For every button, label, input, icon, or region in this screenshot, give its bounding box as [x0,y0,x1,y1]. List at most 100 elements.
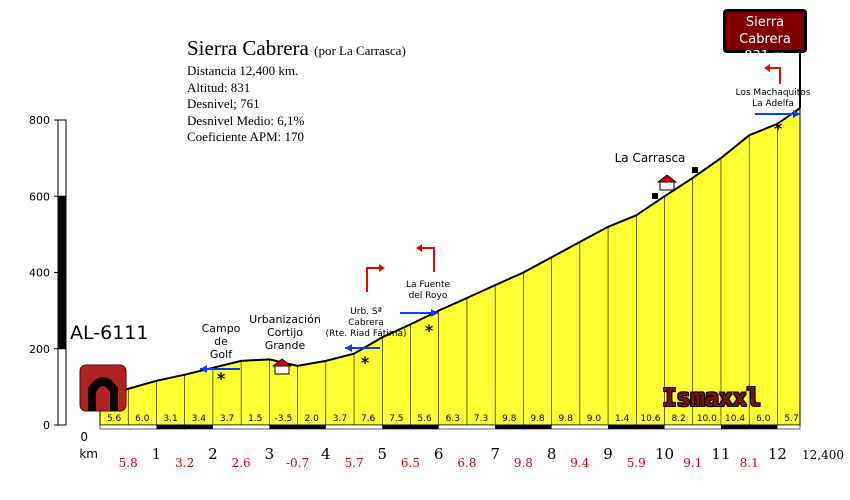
star-machaquitos: * [774,119,783,138]
annotation-fuente-del-royo: La Fuente del Royo [406,280,451,301]
segment-grade-label: 9.8 [559,414,574,424]
annotation-la-carrasca: La Carrasca [615,151,686,165]
km-tick-label: 6 [434,445,444,463]
km-grade-label: 9.4 [570,456,589,470]
segment-grade-label: 10.0 [697,414,717,424]
base-bar [99,424,801,430]
house-icon-cortijo-roof [271,358,293,367]
annotation-campo-de-golf: Campo de Golf [202,322,241,361]
segment-grade-label: 3.1 [163,414,177,424]
km-tick-label: 7 [490,445,500,463]
km-grade-label: 2.6 [232,456,251,470]
km-grade-label: 5.9 [627,456,646,470]
road-label: AL-6111 [70,322,149,344]
segment-grade-label: 7.3 [474,414,488,424]
chart-subtitle: (por La Carrasca) [314,43,406,58]
segment-grade-label: 7.5 [389,414,403,424]
segment-grade-label: 8.2 [671,414,685,424]
y-tick-label: 800 [29,114,50,127]
summit-name: Sierra Cabrera [739,15,791,47]
building-icon-carrasca [652,193,658,199]
km-grade-label: -0.7 [286,456,309,470]
house-icon-carrasca-body [659,181,675,191]
segment-grade-label: 6.0 [756,414,771,424]
segment-grade-label: 10.4 [725,414,745,424]
km-grade-label: 5.7 [344,456,363,470]
segment-grade-label: 1.5 [248,414,262,424]
segment-grade-label: 5.6 [107,414,122,424]
building-icon-carrasca-2 [692,167,698,173]
segment-grade-label: 9.0 [587,414,602,424]
segment-grade-label: 6.0 [135,414,150,424]
summit-altitude: 831 m [744,49,786,64]
segment-grade-label: 5.7 [784,414,798,424]
segment-grade-label: 2.0 [305,414,320,424]
km-tick-label: 3 [265,445,275,463]
segment-grade-label: 9.8 [530,414,545,424]
star-urb-cabrera: * [361,353,370,372]
segment-grade-label: 6.3 [446,414,460,424]
km-grade-label: 3.2 [175,456,194,470]
y-tick-label: 600 [29,190,50,203]
segment-grade-label: 1.4 [615,414,630,424]
elevation-area [99,107,801,426]
info-distance: Distancia 12,400 km. [187,63,299,78]
segment-grade-label: -3.5 [275,414,293,424]
road-sign-icon [79,364,127,412]
segment-grade-label: 5.6 [417,414,432,424]
star-fuente-del-royo: * [425,321,434,340]
km-grade-label: 8.1 [740,456,759,470]
arrow-left-turn-fuente-head [416,244,422,252]
base-bar-km-block [269,425,326,429]
segment-grade-label: 10.6 [640,414,660,424]
segment-grade-label: 7.6 [361,414,376,424]
x-axis-label: km [79,447,98,461]
km-tick-label: 1 [152,445,162,463]
base-bar-km-block [720,425,778,429]
base-bar-km-block [156,425,213,429]
y-tick-label: 400 [29,267,50,280]
info-apm-coefficient: Coeficiente APM: 170 [187,129,304,144]
km-tick-label: 12 [768,445,787,463]
house-icon-carrasca-roof [656,174,678,183]
summit-box: Sierra Cabrera 831 m [723,9,807,64]
segment-grade-label: 9.8 [502,414,517,424]
km-tick-label: 5 [377,445,387,463]
annotation-cortijo-grande: Urbanización Cortijo Grande [249,313,321,352]
segment-grade-label: 3.4 [192,414,207,424]
km-grade-label: 9.8 [514,456,533,470]
arrow-left-turn-machaquitos-head [764,64,770,72]
road-sign-arch [88,377,118,411]
arrow-right-machaquitos-head [793,110,800,118]
arrow-right-fuente-head [431,309,438,317]
km-tick-label: 9 [603,445,613,463]
km-tick-label: 11 [711,445,730,463]
arrow-left-cabrera-head [345,344,352,352]
km-tick-label: 4 [321,445,331,463]
y-tick-label: 200 [29,343,50,356]
house-icon-cortijo-body [274,365,290,375]
elevation-line [99,107,801,400]
km-grade-label: 5.8 [119,456,138,470]
arrow-left-turn-machaquitos-shaft [770,67,781,84]
brand-logo: Ismaxxl [662,383,761,412]
segment-grade-label: 3.7 [333,414,347,424]
base-bar-km-block [382,425,439,429]
base-bar-km-block [608,425,665,429]
km-grade-label: 6.8 [457,456,476,470]
segment-grade-label: 3.7 [220,414,234,424]
arrow-left-golf-head [200,365,207,373]
x-zero-label: 0 [80,430,88,444]
info-elevation-gain: Desnivel; 761 [187,96,260,111]
chart-title: Sierra Cabrera (por La Carrasca) [187,36,406,60]
annotation-machaquitos: Los Machaquitos La Adelfa [735,88,810,109]
km-tick-label: 2 [208,445,218,463]
km-tick-label: 8 [547,445,557,463]
star-campo-de-golf: * [217,369,226,388]
annotation-urb-cabrera: Urb. Sª Cabrera (Rte. Riad Fátima) [325,307,406,339]
arrow-right-turn-cabrera-head [379,264,385,272]
info-altitude: Altitud: 831 [187,79,251,95]
info-average-grade: Desnivel Medio: 6,1% [187,112,305,128]
km-grade-label: 6.5 [401,456,420,470]
